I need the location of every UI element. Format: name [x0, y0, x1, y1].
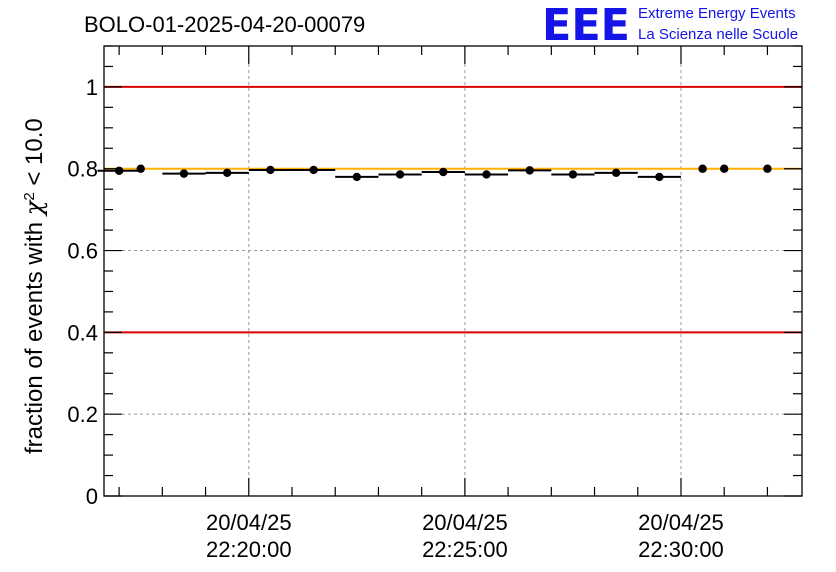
y-tick-label: 0.6	[67, 239, 98, 264]
data-point	[114, 166, 124, 175]
data-point	[266, 165, 275, 175]
data-point	[352, 172, 362, 182]
logo-line-1: Extreme Energy Events	[638, 5, 796, 22]
data-point	[698, 164, 707, 173]
x-tick-label-date: 20/04/25	[638, 510, 724, 535]
x-tick-label-date: 20/04/25	[422, 510, 508, 535]
data-point	[439, 167, 448, 177]
y-axis-label-prefix: fraction of events with	[21, 215, 48, 454]
data-point	[309, 165, 318, 175]
y-axis-ticks	[104, 45, 802, 497]
data-point	[395, 170, 405, 179]
y-axis-tick-labels: 0 0.2 0.4 0.6 0.8 1	[67, 75, 98, 509]
chart-title: BOLO-01-2025-04-20-00079	[84, 12, 365, 37]
data-point	[525, 166, 534, 175]
grid	[104, 46, 802, 496]
data-point	[720, 164, 729, 173]
data-point	[136, 164, 145, 173]
data-points	[97, 164, 772, 182]
y-tick-label: 0.4	[67, 320, 98, 345]
eee-logo: EEE Extreme Energy Events La Scienza nel…	[542, 0, 798, 51]
x-axis-tick-labels: 20/04/2522:20:0020/04/2522:25:0020/04/25…	[206, 510, 724, 562]
y-tick-label: 0.2	[67, 402, 98, 427]
y-axis-label-symbol: χ	[20, 199, 48, 217]
data-point	[763, 164, 772, 173]
y-axis-label: fraction of events with χ2 < 10.0	[20, 118, 48, 454]
x-tick-label-date: 20/04/25	[206, 510, 292, 535]
x-tick-label-time: 22:30:00	[638, 537, 724, 562]
x-tick-label-time: 22:20:00	[206, 537, 292, 562]
reference-lines	[104, 85, 802, 334]
y-tick-label: 0.8	[67, 157, 98, 182]
x-tick-label-time: 22:25:00	[422, 537, 508, 562]
y-axis-label-exponent: 2	[21, 192, 38, 200]
data-point	[655, 172, 664, 182]
eee-logo-mark: EEE	[542, 0, 630, 51]
y-axis-label-suffix: < 10.0	[21, 118, 48, 192]
data-point	[222, 168, 232, 178]
y-tick-label: 1	[86, 75, 98, 100]
data-point	[611, 168, 621, 178]
x-axis-ticks	[118, 46, 769, 496]
y-tick-label: 0	[86, 484, 98, 509]
data-point	[482, 170, 491, 179]
logo-line-2: La Scienza nelle Scuole	[638, 26, 798, 43]
data-point	[568, 170, 578, 179]
data-point	[179, 169, 189, 178]
plot-frame	[103, 45, 803, 497]
